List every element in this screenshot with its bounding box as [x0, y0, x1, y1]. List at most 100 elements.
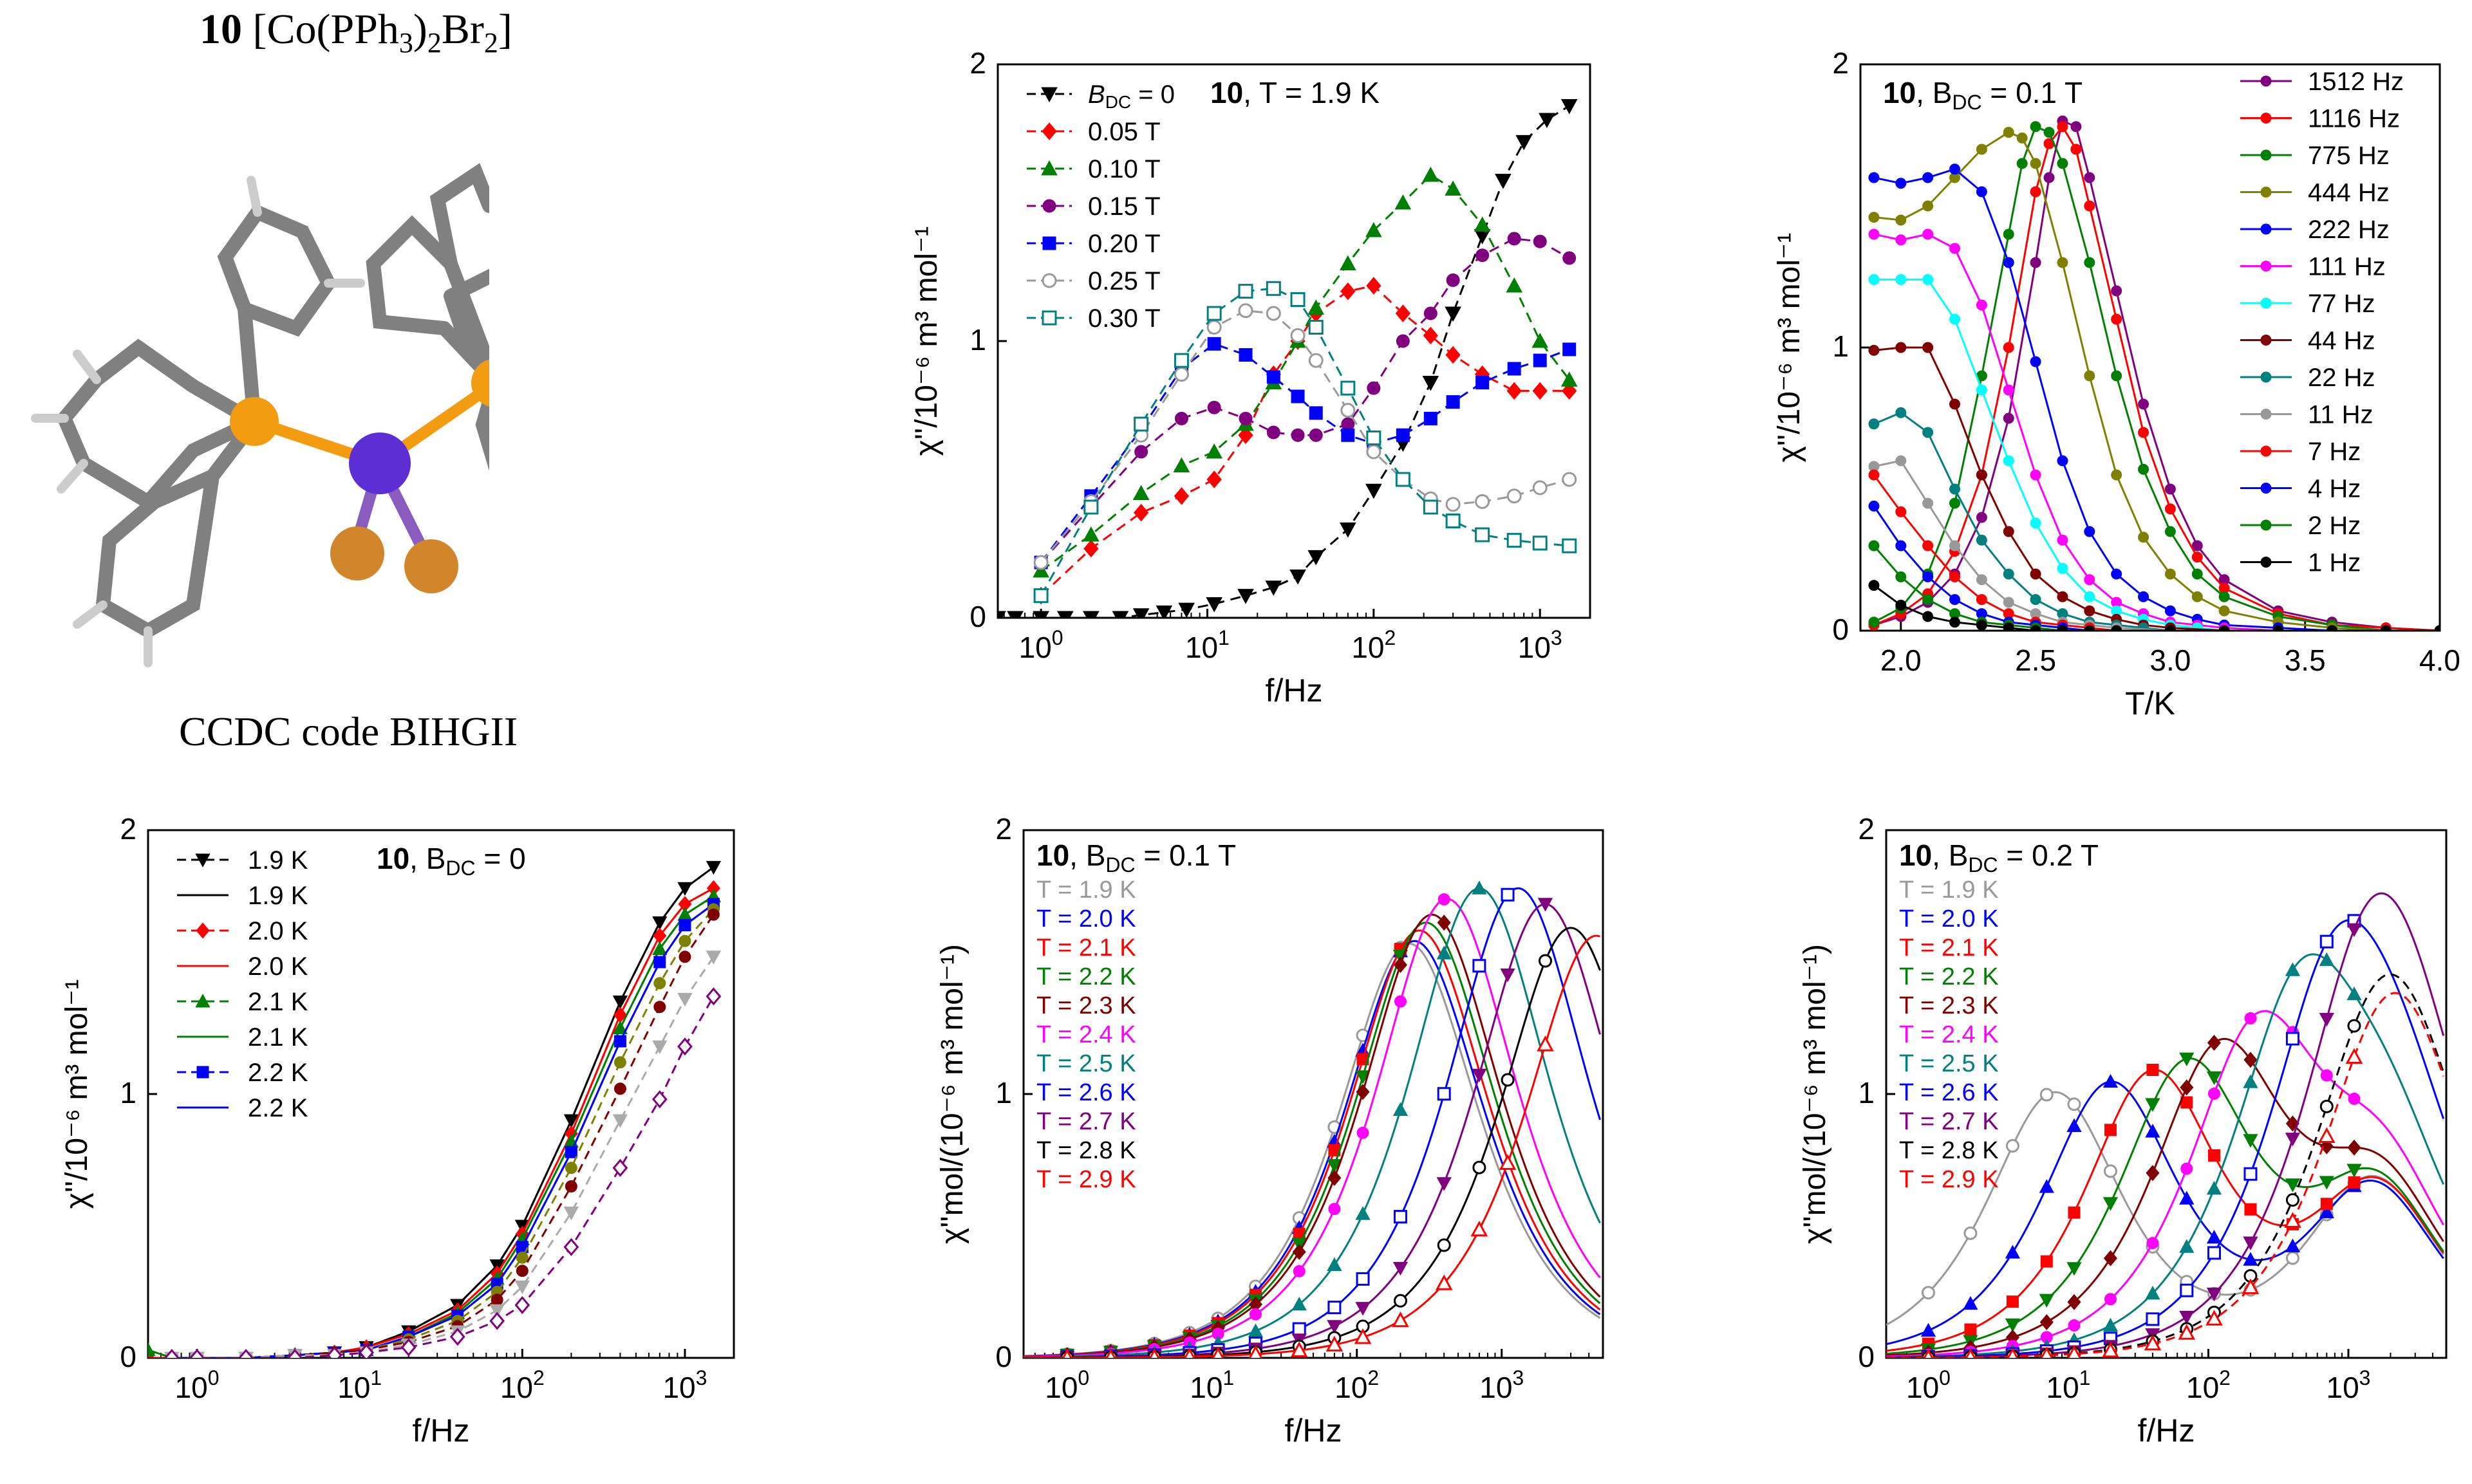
data-point [1367, 381, 1381, 395]
ccdc-code-label: CCDC code BIHGII [179, 709, 518, 754]
legend-marker [2260, 335, 2272, 346]
data-point [2104, 1124, 2117, 1136]
data-point [2057, 158, 2068, 169]
data-point [1366, 444, 1381, 459]
data-point [2003, 228, 2014, 240]
data-point [2003, 413, 2014, 424]
data-point [1495, 174, 1512, 189]
y-tick-label: 0 [995, 1340, 1012, 1373]
data-point [2218, 625, 2230, 631]
data-point [2207, 1149, 2220, 1162]
data-point [1435, 1274, 1453, 1290]
series-line [1040, 310, 1570, 563]
data-point [1292, 1322, 1306, 1336]
annotation-tail: = 0.1 T [1982, 76, 2083, 109]
data-point [1436, 945, 1452, 960]
data-point [2347, 1019, 2361, 1033]
data-point [1083, 611, 1100, 618]
plot-area [148, 860, 722, 1358]
chart-annotation: 10, BDC = 0 [377, 842, 526, 880]
annotation-compound: 10 [1899, 839, 1932, 872]
y-tick-label: 0 [1858, 1340, 1875, 1373]
data-point [652, 1040, 668, 1055]
data-point [1355, 1302, 1371, 1316]
data-point [1325, 1335, 1344, 1352]
data-point [613, 1082, 626, 1095]
data-point [1923, 1348, 1934, 1358]
data-point [1290, 292, 1306, 307]
data-point [489, 1312, 505, 1330]
data-point [2164, 526, 2176, 537]
series-T-=-2.9-K [1024, 934, 1600, 1358]
data-point [1475, 248, 1490, 263]
series-T-=-2.9-K [1886, 992, 2445, 1358]
data-point [706, 951, 722, 965]
data-point [1083, 539, 1099, 558]
data-point [1266, 370, 1280, 384]
y-tick-label: 2 [969, 46, 986, 80]
data-point [1532, 535, 1548, 551]
data-point [2285, 1178, 2301, 1192]
legend-label: T = 2.7 K [1036, 1108, 1136, 1135]
data-point [1291, 389, 1305, 403]
legend-label: 0.25 T [1088, 267, 1161, 295]
legend-marker [2260, 483, 2272, 494]
legend-marker [1042, 122, 1057, 140]
data-point [1562, 342, 1577, 357]
legend-label: 222 Hz [2308, 216, 2390, 244]
data-point [1290, 1341, 1308, 1357]
x-axis-label: T/K [2125, 685, 2175, 721]
data-point [1290, 328, 1306, 343]
data-point [1266, 281, 1281, 296]
legend-label: 2.1 K [248, 988, 308, 1016]
data-point [2030, 356, 2041, 367]
data-point [2030, 517, 2041, 529]
data-point [2057, 121, 2068, 133]
data-point [2207, 1246, 2221, 1260]
legend-label-tail: = 0 [1131, 80, 1175, 109]
data-point [1007, 611, 1024, 618]
legend-label: 0.15 T [1088, 192, 1161, 221]
data-point [1356, 1084, 1370, 1100]
data-point [1291, 428, 1305, 442]
data-point [2319, 934, 2334, 949]
y-tick-label: 0 [120, 1340, 136, 1373]
data-point [2145, 1286, 2160, 1300]
legend-label: BDC = 0 [1088, 80, 1175, 112]
data-point [2434, 625, 2440, 631]
legend-label: T = 2.5 K [1899, 1050, 1999, 1077]
legend-marker [1041, 160, 1058, 176]
y-tick-label: 0 [1832, 613, 1849, 646]
data-point [2016, 132, 2028, 144]
x-tick-exponent: 2 [1385, 626, 1396, 649]
data-point [1340, 403, 1356, 418]
data-point [1868, 274, 1880, 285]
series-line [1873, 125, 2440, 631]
data-point [1949, 163, 1961, 175]
data-point [2003, 455, 2014, 467]
data-point [1366, 431, 1381, 445]
data-point [2003, 127, 2014, 138]
data-point [1033, 562, 1049, 578]
data-point [1868, 540, 1880, 552]
legend-label: T = 2.8 K [1036, 1137, 1136, 1164]
data-point [1920, 1322, 1936, 1337]
x-tick-label: 2.5 [2015, 644, 2056, 677]
legend-label: 0.20 T [1088, 230, 1161, 258]
data-point [1437, 1238, 1451, 1252]
data-point [2102, 1317, 2119, 1332]
legend-label: 2.2 K [248, 1059, 308, 1087]
series-line [148, 887, 715, 1358]
data-point [1949, 594, 1961, 606]
x-tick-exponent: 3 [2359, 1366, 2371, 1389]
data-point [1033, 588, 1049, 604]
data-point [2040, 1255, 2053, 1268]
data-point [2111, 469, 2122, 481]
data-point [1395, 472, 1410, 487]
data-point [2319, 1012, 2334, 1027]
data-point [1895, 407, 1907, 418]
series-2.6-K [164, 987, 722, 1358]
annotation-text: , B [1069, 839, 1105, 872]
